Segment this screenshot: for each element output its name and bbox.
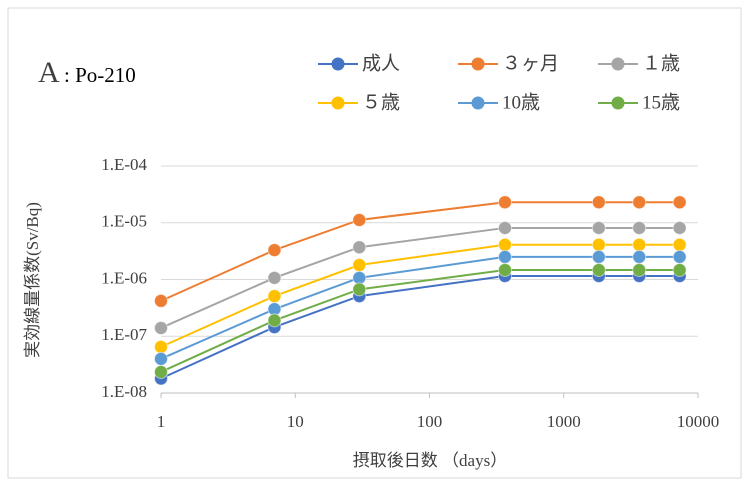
legend-marker [611, 57, 625, 71]
y-axis-label: 実効線量係数(Sv/Bq) [23, 202, 42, 358]
data-point [672, 220, 687, 235]
legend-label: ５歳 [362, 91, 400, 113]
data-point [267, 289, 282, 304]
legend-label: 15歳 [642, 91, 680, 113]
data-point [352, 282, 367, 297]
data-point [672, 237, 687, 252]
data-point [497, 237, 512, 252]
y-tick-label: 1.E-06 [101, 268, 147, 287]
y-tick-label: 1.E-07 [101, 325, 147, 344]
x-axis-label: 摂取後日数 （days） [353, 451, 507, 470]
chart-frame [7, 7, 742, 479]
legend-marker [331, 57, 345, 71]
data-point [672, 195, 687, 210]
data-point [154, 320, 168, 335]
data-point [267, 313, 282, 328]
data-point [632, 220, 647, 235]
data-point [672, 249, 687, 264]
chart-title: A [38, 56, 60, 89]
data-point [154, 364, 168, 379]
data-point [497, 249, 512, 264]
legend-label: ３ヶ月 [502, 53, 559, 74]
data-point [632, 249, 647, 264]
data-point [352, 212, 367, 227]
x-tick-label: 100 [417, 412, 443, 431]
data-point [632, 195, 647, 210]
data-point [632, 263, 647, 278]
chart-subtitle: : Po-210 [64, 63, 136, 87]
data-point [591, 263, 606, 278]
legend-marker [471, 96, 485, 110]
x-tick-label: 1 [157, 412, 166, 431]
legend-marker [331, 96, 345, 110]
data-point [591, 249, 606, 264]
data-point [591, 237, 606, 252]
y-tick-label: 1.E-04 [101, 155, 147, 174]
y-tick-label: 1.E-05 [101, 212, 147, 231]
data-point [154, 339, 168, 354]
data-point [672, 263, 687, 278]
data-point [497, 220, 512, 235]
data-point [591, 220, 606, 235]
data-point [352, 258, 367, 273]
data-point [267, 270, 282, 285]
x-tick-label: 10000 [677, 412, 720, 431]
x-tick-label: 1000 [547, 412, 581, 431]
legend-label: １歳 [642, 52, 680, 74]
data-point [497, 263, 512, 278]
data-point [154, 293, 168, 308]
legend-marker [471, 57, 485, 71]
data-point [154, 351, 168, 366]
x-tick-label: 10 [287, 412, 304, 431]
data-point [632, 237, 647, 252]
legend-label: 10歳 [502, 91, 540, 113]
data-point [591, 195, 606, 210]
data-point [352, 240, 367, 255]
legend-label: 成人 [362, 52, 400, 74]
legend-marker [611, 96, 625, 110]
data-point [267, 243, 282, 258]
data-point [497, 195, 512, 210]
y-tick-label: 1.E-08 [101, 382, 147, 401]
